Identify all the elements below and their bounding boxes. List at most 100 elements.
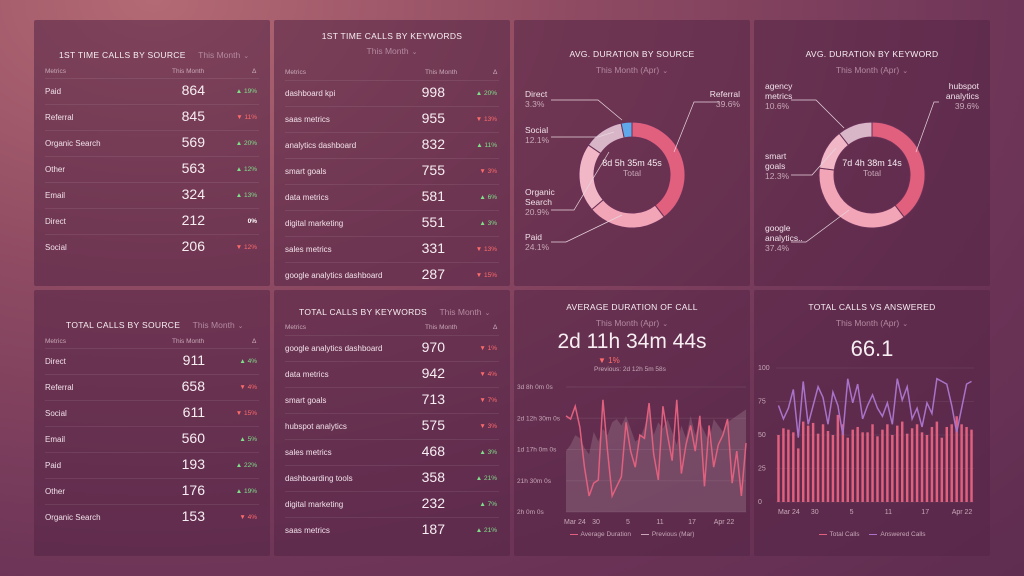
bar-total-calls[interactable] <box>891 435 894 502</box>
legend-item-total[interactable]: Total Calls <box>818 531 860 538</box>
donut-slice-paid[interactable] <box>591 199 665 229</box>
table-row[interactable]: dashboarding tools 358 ▲ 21% <box>285 465 499 492</box>
bar-total-calls[interactable] <box>950 424 953 502</box>
bar-total-calls[interactable] <box>811 422 815 502</box>
bar-total-calls[interactable] <box>970 429 973 502</box>
legend-item-previous[interactable]: Previous (Mar) <box>640 531 694 538</box>
bar-total-calls[interactable] <box>910 428 914 502</box>
table-row[interactable]: digital marketing 551 ▲ 3% <box>285 210 499 237</box>
bar-total-calls[interactable] <box>940 437 944 502</box>
bar-total-calls[interactable] <box>821 424 825 502</box>
table-row[interactable]: Direct 911 ▲ 4% <box>45 348 259 375</box>
row-value: 563 <box>181 160 205 176</box>
table-row[interactable]: hubspot analytics 575 ▼ 3% <box>285 413 499 440</box>
table-row[interactable]: saas metrics 187 ▲ 21% <box>285 517 499 544</box>
table-row[interactable]: data metrics 942 ▼ 4% <box>285 361 499 388</box>
period-dropdown[interactable]: This Month ⌄ <box>439 307 490 317</box>
bar-total-calls[interactable] <box>801 421 805 502</box>
bar-total-calls[interactable] <box>955 416 958 502</box>
bar-total-calls[interactable] <box>797 448 800 502</box>
table-row[interactable]: Organic Search 569 ▲ 20% <box>45 130 259 157</box>
table-row[interactable]: google analytics dashboard 970 ▼ 1% <box>285 335 499 362</box>
donut-slice-agency-metrics[interactable] <box>838 121 873 146</box>
table-row[interactable]: saas metrics 955 ▼ 13% <box>285 106 499 133</box>
bar-total-calls[interactable] <box>900 421 904 502</box>
bar-total-calls[interactable] <box>836 414 840 502</box>
table-row[interactable]: dashboard kpi 998 ▲ 20% <box>285 80 499 107</box>
table-row[interactable]: Other 176 ▲ 19% <box>45 478 259 505</box>
period-dropdown[interactable]: This Month (Apr) ⌄ <box>514 318 750 328</box>
bar-total-calls[interactable] <box>777 435 780 502</box>
bar-total-calls[interactable] <box>826 430 830 502</box>
bar-total-calls[interactable] <box>905 433 909 502</box>
bar-total-calls[interactable] <box>831 435 835 502</box>
row-label: Paid <box>45 461 62 470</box>
bar-total-calls[interactable] <box>787 429 790 502</box>
period-dropdown[interactable]: This Month ⌄ <box>274 46 510 56</box>
bar-total-calls[interactable] <box>886 424 889 502</box>
bar-total-calls[interactable] <box>960 424 963 502</box>
row-label: sales metrics <box>285 245 332 254</box>
bar-total-calls[interactable] <box>866 432 869 502</box>
bar-total-calls[interactable] <box>881 429 884 502</box>
donut-center: 7d 4h 38m 14s Total <box>822 158 922 178</box>
bar-total-calls[interactable] <box>876 436 879 502</box>
bar-total-calls[interactable] <box>920 432 924 502</box>
table-row[interactable]: Email 560 ▲ 5% <box>45 426 259 453</box>
bar-total-calls[interactable] <box>871 424 874 502</box>
table-row[interactable]: sales metrics 331 ▼ 13% <box>285 236 499 263</box>
bar-total-calls[interactable] <box>861 432 864 502</box>
chevron-down-icon: ⌄ <box>243 53 250 60</box>
table-row[interactable]: Referral 845 ▼ 11% <box>45 104 259 131</box>
table-row[interactable]: digital marketing 232 ▲ 7% <box>285 491 499 518</box>
legend-item-answered[interactable]: Answered Calls <box>869 531 925 538</box>
series-average-line[interactable] <box>565 399 747 499</box>
bar-total-calls[interactable] <box>851 429 854 502</box>
bar-total-calls[interactable] <box>856 426 859 502</box>
bar-total-calls[interactable] <box>925 435 929 502</box>
table-row[interactable]: Paid 864 ▲ 19% <box>45 78 259 105</box>
bar-total-calls[interactable] <box>816 433 820 502</box>
table-row[interactable]: sales metrics 468 ▲ 3% <box>285 439 499 466</box>
bar-total-calls[interactable] <box>846 437 850 502</box>
table-row[interactable]: analytics dashboard 832 ▲ 11% <box>285 132 499 159</box>
x-tick-label: Mar 24 <box>564 519 586 526</box>
bar-total-calls[interactable] <box>915 424 919 502</box>
table-row[interactable]: data metrics 581 ▲ 6% <box>285 184 499 211</box>
series-answered-line[interactable] <box>777 377 972 438</box>
table-row[interactable]: Organic Search 153 ▼ 4% <box>45 504 259 531</box>
donut-slice-social[interactable] <box>587 122 625 155</box>
table-row[interactable]: Referral 658 ▼ 4% <box>45 374 259 401</box>
table-row[interactable]: Email 324 ▲ 13% <box>45 182 259 209</box>
card-title: AVERAGE DURATION OF CALL <box>566 302 698 312</box>
table-row[interactable]: Social 206 ▼ 12% <box>45 234 259 261</box>
table-row[interactable]: google analytics dashboard 287 ▼ 15% <box>285 262 499 286</box>
period-dropdown[interactable]: This Month ⌄ <box>198 50 249 60</box>
table-row[interactable]: smart goals 713 ▼ 7% <box>285 387 499 414</box>
donut-label-referral: Referral 39.6% <box>709 89 740 109</box>
bar-total-calls[interactable] <box>945 426 949 502</box>
row-delta: ▼ 4% <box>239 514 257 521</box>
donut-slice-direct[interactable] <box>620 121 633 139</box>
bar-total-calls[interactable] <box>930 426 934 502</box>
card-header: AVG. DURATION BY SOURCE This Month (Apr)… <box>514 49 750 75</box>
bar-total-calls[interactable] <box>806 425 810 502</box>
bar-total-calls[interactable] <box>896 425 899 502</box>
x-tick-label: Mar 24 <box>778 509 800 516</box>
bar-total-calls[interactable] <box>841 424 845 502</box>
table-row[interactable]: Social 611 ▼ 15% <box>45 400 259 427</box>
period-label: This Month (Apr) <box>835 65 900 75</box>
period-dropdown[interactable]: This Month (Apr) ⌄ <box>514 65 750 75</box>
period-dropdown[interactable]: This Month (Apr) ⌄ <box>754 318 990 328</box>
table-row[interactable]: Direct 212 0% <box>45 208 259 235</box>
legend-item-average[interactable]: Average Duration <box>569 531 631 538</box>
table-row[interactable]: Other 563 ▲ 12% <box>45 156 259 183</box>
table-row[interactable]: smart goals 755 ▼ 3% <box>285 158 499 185</box>
period-dropdown[interactable]: This Month (Apr) ⌄ <box>754 65 990 75</box>
table-row[interactable]: Paid 193 ▲ 22% <box>45 452 259 479</box>
bar-total-calls[interactable] <box>782 428 785 502</box>
bar-total-calls[interactable] <box>965 426 968 502</box>
period-dropdown[interactable]: This Month ⌄ <box>193 320 244 330</box>
bar-total-calls[interactable] <box>792 432 795 502</box>
bar-total-calls[interactable] <box>935 421 939 502</box>
